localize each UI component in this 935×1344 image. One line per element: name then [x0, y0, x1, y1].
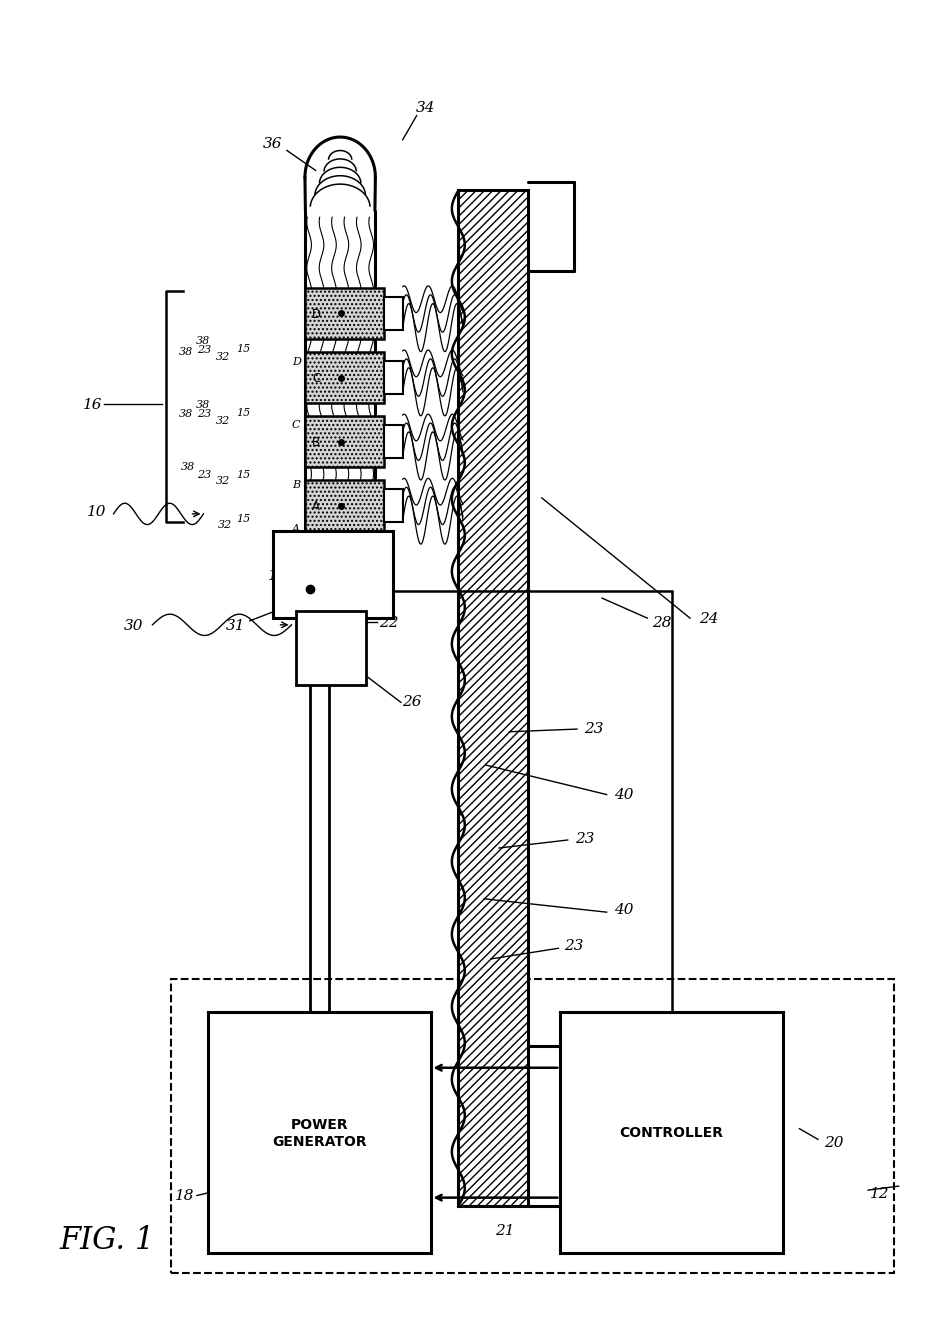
Bar	[384, 362, 403, 395]
Text: D: D	[292, 358, 300, 367]
Text: 23: 23	[197, 409, 211, 419]
Text: 32: 32	[216, 352, 230, 362]
Bar	[458, 191, 527, 1207]
Text: B: B	[292, 480, 300, 491]
Text: CONTROLLER: CONTROLLER	[619, 1126, 724, 1140]
Text: 32: 32	[216, 415, 230, 426]
Text: 26: 26	[402, 695, 422, 708]
Text: A: A	[311, 500, 320, 513]
Bar	[384, 489, 403, 523]
Text: 22: 22	[379, 616, 398, 629]
Text: 40: 40	[613, 788, 633, 802]
Text: 15: 15	[237, 513, 251, 523]
Text: 14: 14	[267, 569, 287, 583]
Bar	[306, 352, 384, 403]
Text: 32: 32	[218, 520, 232, 530]
Text: 38: 38	[195, 336, 209, 345]
Text: 34: 34	[416, 101, 436, 116]
Bar	[384, 426, 403, 458]
Text: 15: 15	[237, 344, 251, 353]
Text: 23: 23	[574, 832, 594, 845]
Text: 15: 15	[237, 407, 251, 418]
Text: 31: 31	[226, 618, 246, 632]
Bar	[208, 1012, 430, 1253]
Bar	[171, 980, 894, 1273]
Text: 38: 38	[179, 409, 193, 419]
Text: 23: 23	[197, 345, 211, 355]
Text: 36: 36	[263, 137, 282, 152]
Bar	[384, 297, 403, 331]
Text: 24: 24	[698, 612, 718, 625]
Text: C: C	[292, 419, 300, 430]
Text: 38: 38	[180, 461, 194, 472]
Text: C: C	[311, 372, 320, 384]
Text: FIG. 1: FIG. 1	[60, 1224, 155, 1255]
Text: 10: 10	[87, 505, 107, 519]
Bar	[306, 417, 384, 468]
Bar	[296, 612, 366, 685]
Bar	[306, 289, 384, 340]
Text: POWER
GENERATOR: POWER GENERATOR	[272, 1118, 367, 1148]
Text: B: B	[311, 435, 320, 449]
Text: 18: 18	[175, 1188, 194, 1203]
Text: 15: 15	[237, 469, 251, 480]
Text: 32: 32	[216, 476, 230, 487]
Text: 21: 21	[495, 1223, 514, 1238]
Text: 30: 30	[124, 618, 144, 632]
Text: 20: 20	[824, 1136, 843, 1149]
Text: 23: 23	[583, 722, 603, 735]
Text: 12: 12	[870, 1185, 889, 1200]
Text: D: D	[311, 308, 321, 320]
Bar	[306, 481, 384, 532]
Text: 38: 38	[179, 347, 193, 356]
Text: A: A	[292, 524, 300, 534]
Text: 23: 23	[565, 939, 583, 953]
Text: 28: 28	[653, 616, 672, 629]
Text: 40: 40	[613, 903, 633, 917]
Text: 38: 38	[195, 401, 209, 410]
Text: 23: 23	[197, 469, 211, 480]
Bar	[273, 532, 394, 618]
Text: 16: 16	[82, 398, 102, 411]
Bar	[560, 1012, 783, 1253]
